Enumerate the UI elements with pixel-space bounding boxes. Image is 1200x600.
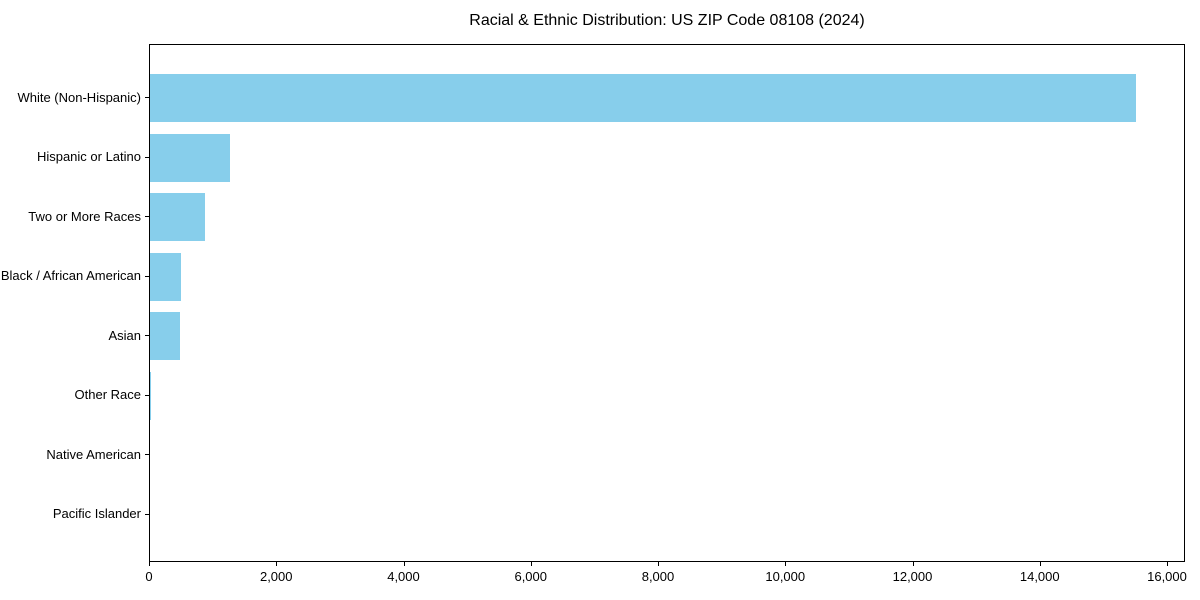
x-axis-tick	[149, 562, 150, 566]
y-axis-tick	[145, 275, 149, 277]
y-axis-label: Native American	[46, 446, 141, 462]
chart-title: Racial & Ethnic Distribution: US ZIP Cod…	[469, 12, 865, 29]
x-axis-tick	[403, 562, 405, 566]
y-axis-tick	[145, 394, 149, 396]
x-axis-tick-label: 6,000	[514, 569, 548, 584]
y-axis-tick	[145, 216, 149, 218]
bar	[150, 193, 206, 242]
x-axis-tick	[912, 562, 914, 566]
bar	[150, 312, 180, 361]
y-axis-tick	[145, 97, 149, 98]
x-axis-tick	[276, 562, 278, 566]
y-axis-label: Two or More Races	[28, 208, 141, 224]
x-axis-tick	[785, 562, 787, 566]
x-axis-tick	[1167, 562, 1168, 566]
bar	[150, 371, 152, 420]
y-axis-label: Asian	[108, 327, 141, 343]
y-axis-label: White (Non-Hispanic)	[17, 89, 141, 105]
y-axis-tick	[145, 156, 149, 158]
x-axis-tick-label: 0	[145, 569, 153, 584]
y-axis-tick	[145, 335, 149, 337]
y-axis-tick	[145, 454, 149, 456]
bar	[150, 252, 182, 301]
x-axis-tick-label: 10,000	[765, 569, 806, 584]
y-axis-label: Other Race	[74, 387, 141, 403]
x-axis-tick-label: 4,000	[387, 569, 420, 584]
x-axis-tick-label: 16,000	[1147, 569, 1187, 584]
y-axis-tick	[145, 513, 149, 515]
x-axis-tick	[530, 562, 532, 566]
y-axis-label: Hispanic or Latino	[36, 149, 141, 165]
y-axis-label: Black / African American	[0, 268, 141, 284]
x-axis-tick-label: 12,000	[892, 569, 933, 584]
x-axis-tick	[658, 562, 659, 566]
plot-area	[149, 44, 1185, 562]
x-axis-tick-label: 14,000	[1019, 569, 1060, 584]
bar	[150, 133, 230, 182]
y-axis-label: Pacific Islander	[52, 506, 141, 522]
bar	[150, 74, 1137, 122]
x-axis-tick-label: 8,000	[641, 569, 675, 584]
x-axis-tick-label: 2,000	[259, 569, 293, 584]
x-axis-tick	[1039, 562, 1041, 566]
